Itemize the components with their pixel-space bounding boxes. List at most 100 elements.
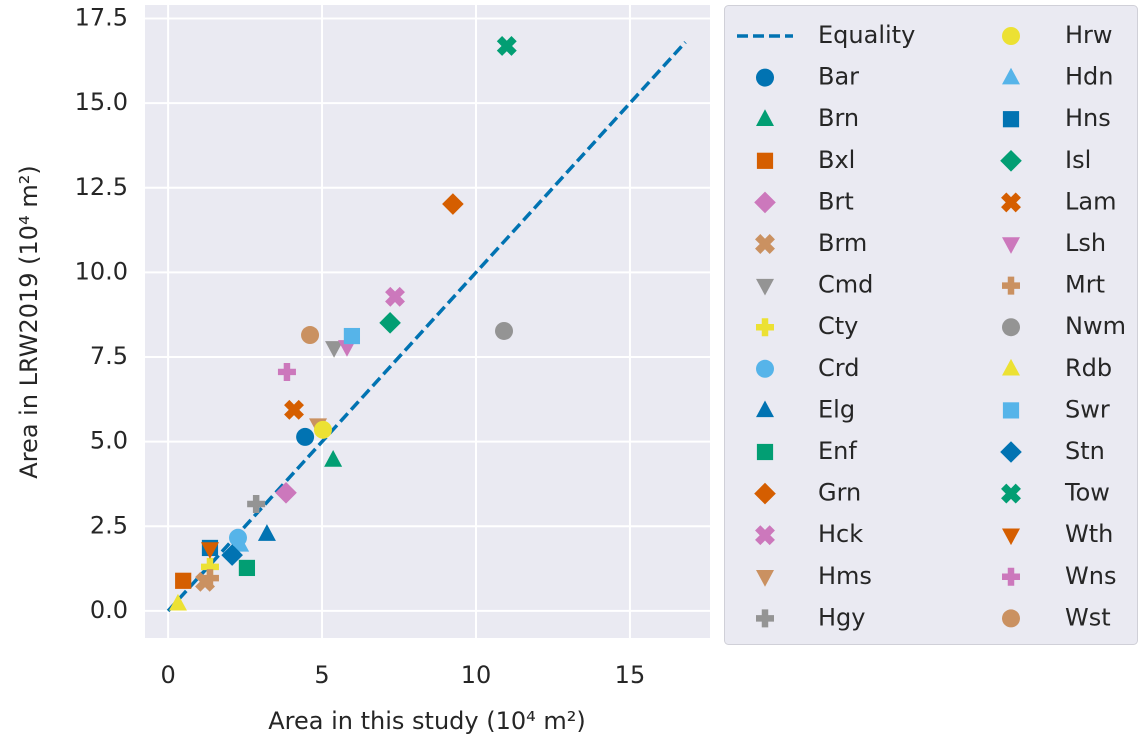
legend-marker: [754, 191, 776, 214]
legend-marker: [754, 482, 776, 505]
legend-label: Isl: [1065, 146, 1091, 174]
legend-label: Wns: [1065, 562, 1116, 590]
legend-marker: [1002, 67, 1020, 85]
data-point: [385, 286, 405, 307]
legend-label: Hrw: [1065, 21, 1113, 49]
plot-area: [145, 5, 710, 638]
data-point: [296, 427, 315, 446]
legend-label: Nwm: [1065, 312, 1126, 340]
data-point: [301, 326, 320, 345]
legend-marker: [1002, 111, 1020, 128]
y-tick-label: 17.5: [75, 4, 128, 32]
legend-marker: [756, 278, 774, 296]
legend-label: Hns: [1065, 104, 1111, 132]
legend-marker: [1002, 237, 1020, 254]
x-tick-label: 10: [461, 661, 492, 689]
legend-marker: [1000, 441, 1022, 463]
legend-marker: [1000, 150, 1022, 172]
equality-line: [166, 41, 687, 613]
legend-label: Lam: [1065, 187, 1116, 215]
legend-marker: [755, 525, 775, 546]
legend-label: Bar: [818, 63, 859, 91]
y-tick-label: 12.5: [75, 173, 128, 201]
legend-label: Hms: [818, 562, 872, 590]
legend-marker: [1002, 276, 1020, 295]
legend-marker: [1002, 609, 1020, 628]
legend-marker: [1002, 567, 1020, 586]
legend-label: Stn: [1065, 437, 1105, 465]
y-tick-label: 0.0: [90, 596, 128, 624]
legend-marker: [756, 68, 774, 87]
data-point: [231, 535, 250, 552]
data-point: [168, 593, 187, 611]
legend-label: Crd: [818, 354, 859, 382]
legend-label: Elg: [818, 395, 855, 423]
legend-marker: [1002, 318, 1020, 337]
data-point: [247, 494, 266, 513]
x-tick-label: 5: [314, 661, 329, 689]
data-point: [200, 542, 219, 559]
data-point: [284, 399, 304, 420]
data-point: [337, 340, 356, 357]
data-point: [277, 362, 296, 381]
legend-label: Brn: [818, 104, 859, 132]
y-axis-label: Area in LRW2019 (10⁴ m²): [15, 165, 43, 478]
legend-box: [724, 5, 1138, 645]
data-point: [221, 544, 243, 566]
y-tick-label: 7.5: [90, 342, 128, 370]
legend-label: Tow: [1064, 479, 1110, 507]
legend-label: Hdn: [1065, 63, 1114, 91]
legend-label: Wth: [1065, 520, 1113, 548]
legend-marker: [756, 443, 774, 461]
legend-marker: [1002, 528, 1020, 546]
legend-label: Hck: [818, 520, 863, 548]
grid: [145, 5, 710, 638]
legend-label: Mrt: [1065, 271, 1105, 299]
legend-marker: [756, 609, 774, 628]
data-point: [325, 341, 344, 358]
legend-label: Bxl: [818, 146, 855, 174]
legend-label: Equality: [818, 21, 915, 49]
data-point: [275, 481, 297, 504]
y-tick-label: 5.0: [90, 427, 128, 455]
data-point: [200, 557, 219, 576]
y-tick-label: 2.5: [90, 511, 128, 539]
legend-label: Grn: [818, 479, 861, 507]
y-tick-label: 15.0: [75, 88, 128, 116]
data-point: [324, 450, 343, 467]
data-point: [343, 327, 361, 345]
legend-label: Lsh: [1065, 229, 1106, 257]
data-point: [200, 569, 219, 588]
legend-marker: [756, 400, 774, 418]
legend-label: Rdb: [1065, 354, 1112, 382]
data-point: [495, 321, 514, 340]
legend-marker: [756, 109, 774, 126]
data-point: [496, 36, 517, 56]
data-point: [257, 524, 276, 541]
data-point: [442, 193, 464, 215]
legend-marker: [756, 359, 774, 378]
legend-label: Hgy: [818, 603, 865, 631]
legend-label: Enf: [818, 437, 857, 465]
data-point: [175, 572, 192, 589]
legend-label: Cmd: [818, 271, 873, 299]
data-point: [379, 312, 401, 334]
legend-marker: [755, 234, 775, 254]
legend-marker: [756, 318, 774, 337]
legend-marker: [1001, 192, 1021, 213]
legend-marker: [1002, 27, 1020, 45]
legend-marker: [756, 152, 774, 169]
legend-marker: [1002, 358, 1020, 376]
legend-marker: [1001, 483, 1021, 504]
x-tick-label: 15: [615, 661, 646, 689]
x-axis-label: Area in this study (10⁴ m²): [268, 707, 586, 735]
legend-label: Brm: [818, 229, 867, 257]
legend-marker: [756, 570, 774, 587]
legend-label: Wst: [1065, 603, 1111, 631]
legend-label: Brt: [818, 187, 854, 215]
data-point: [313, 420, 332, 439]
x-tick-label: 0: [160, 661, 175, 689]
legend-label: Swr: [1065, 395, 1110, 423]
